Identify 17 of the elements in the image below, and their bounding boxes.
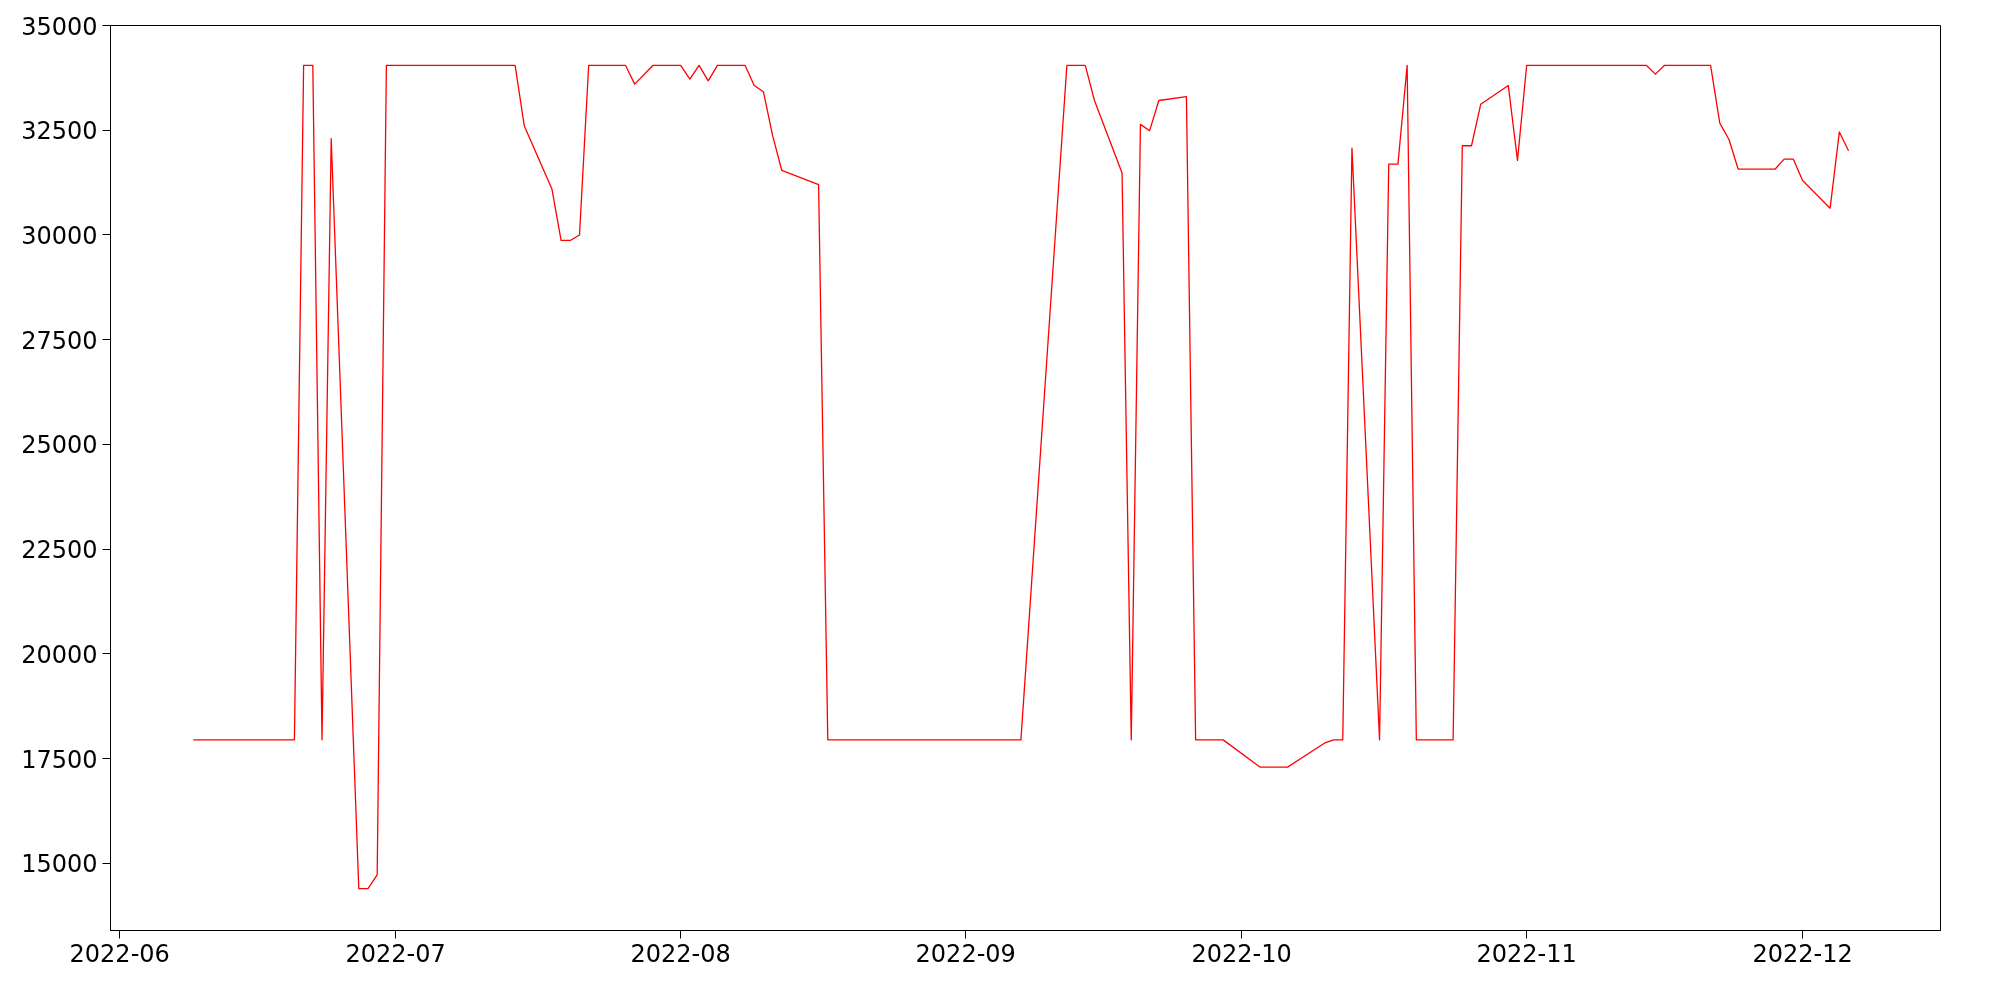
x-tick-label: 2022-06 [69, 939, 170, 968]
y-tick-label: 35000 [21, 12, 98, 41]
y-tick-label: 20000 [21, 640, 98, 669]
y-tick-label: 25000 [21, 431, 98, 460]
x-tick-label: 2022-08 [630, 939, 731, 968]
y-tick-label: 15000 [21, 850, 98, 879]
y-tick-label: 27500 [21, 326, 98, 355]
x-tick-label: 2022-09 [915, 939, 1016, 968]
y-tick-label: 22500 [21, 536, 98, 565]
y-tick-label: 32500 [21, 117, 98, 146]
x-tick-label: 2022-11 [1476, 939, 1577, 968]
y-tick-label: 30000 [21, 221, 98, 250]
x-tick-label: 2022-07 [345, 939, 446, 968]
line-series [192, 64, 1850, 890]
x-tick-label: 2022-10 [1191, 939, 1292, 968]
x-tick-label: 2022-12 [1752, 939, 1853, 968]
y-tick-label: 17500 [21, 745, 98, 774]
